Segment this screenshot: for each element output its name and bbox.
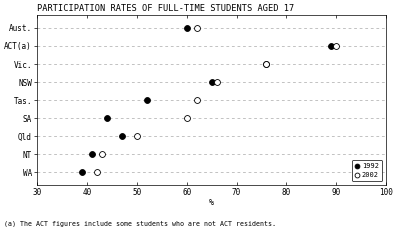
Point (79, 170, 85, 174)
Text: (a) The ACT figures include some students who are not ACT residents.: (a) The ACT figures include some student… (4, 220, 276, 227)
Point (89, 152, 95, 156)
Point (99, 152, 105, 156)
Point (94, 170, 100, 174)
Point (263, 62, 270, 66)
Text: PARTICIPATION RATES OF FULL-TIME STUDENTS AGED 17: PARTICIPATION RATES OF FULL-TIME STUDENT… (37, 4, 295, 13)
Point (144, 98, 150, 102)
X-axis label: %: % (209, 198, 214, 207)
Point (184, 116, 190, 120)
Point (104, 116, 110, 120)
Point (184, 26, 190, 30)
Point (263, 62, 270, 66)
Point (194, 98, 200, 102)
Point (333, 44, 339, 48)
Point (214, 80, 220, 84)
Point (194, 26, 200, 30)
Point (208, 80, 215, 84)
Point (328, 44, 334, 48)
Point (119, 134, 125, 138)
Point (134, 134, 140, 138)
Legend: 1992, 2002: 1992, 2002 (351, 160, 382, 181)
